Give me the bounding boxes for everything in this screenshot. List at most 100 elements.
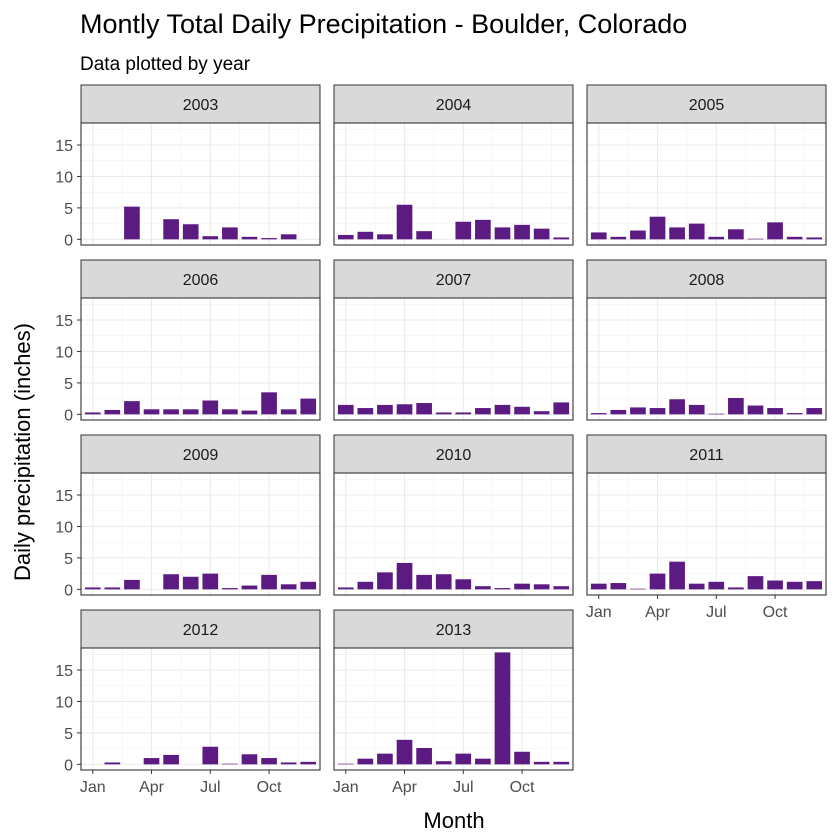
bar-2011-month-8 xyxy=(728,587,744,590)
facet-strip xyxy=(333,259,574,299)
facet-strip xyxy=(333,434,574,474)
bar-2011-month-11 xyxy=(786,581,803,590)
bar-2006-month-1 xyxy=(84,412,101,415)
x-tick-label: Jan xyxy=(333,779,359,796)
panel-2007: 2007 xyxy=(333,259,574,421)
y-tick-label: 10 xyxy=(55,519,73,536)
y-tick-label: 10 xyxy=(55,344,73,361)
bar-2013-month-1 xyxy=(337,763,354,765)
panel-background xyxy=(587,123,826,245)
bar-2006-month-2 xyxy=(104,409,121,415)
bar-2004-month-2 xyxy=(357,231,374,240)
bar-2010-month-8 xyxy=(475,586,491,590)
bar-2007-month-5 xyxy=(416,403,432,415)
bar-2003-month-6 xyxy=(182,224,199,240)
bar-2010-month-7 xyxy=(455,579,472,590)
bar-2010-month-6 xyxy=(435,574,452,590)
bar-2007-month-6 xyxy=(435,412,452,415)
bar-2005-month-7 xyxy=(708,236,725,240)
facet-strip xyxy=(80,84,321,124)
panel-2006: 2006 0 5 10 15 xyxy=(55,259,321,424)
bar-2003-month-9 xyxy=(241,236,258,240)
bar-2007-month-9 xyxy=(494,404,511,415)
x-tick-label: Jul xyxy=(706,604,726,621)
panel-background xyxy=(587,298,826,420)
bar-2013-month-12 xyxy=(553,761,570,765)
facet-strip-label: 2007 xyxy=(436,272,472,289)
facet-strip-label: 2013 xyxy=(436,622,472,639)
panel-2008: 2008 xyxy=(586,259,827,421)
bar-2013-month-7 xyxy=(455,753,472,765)
bar-2011-month-1 xyxy=(590,583,607,590)
y-tick-label: 10 xyxy=(55,694,73,711)
bar-2012-month-11 xyxy=(280,762,297,765)
bar-2009-month-3 xyxy=(124,579,140,590)
bar-2004-month-3 xyxy=(377,234,393,240)
bar-2005-month-8 xyxy=(728,229,744,240)
panel-background xyxy=(587,473,826,595)
x-tick-label: Apr xyxy=(392,779,418,796)
bar-2008-month-5 xyxy=(669,399,685,415)
bar-2007-month-4 xyxy=(396,404,413,415)
x-tick-label: Oct xyxy=(763,604,788,621)
bar-2005-month-6 xyxy=(688,223,705,240)
panel-border xyxy=(80,297,321,421)
panel-border xyxy=(80,647,321,771)
bar-2009-month-6 xyxy=(182,576,199,590)
bar-2009-month-9 xyxy=(241,585,258,590)
x-tick-label: Jul xyxy=(200,779,220,796)
bar-2012-month-8 xyxy=(222,763,238,765)
bar-2011-month-9 xyxy=(747,576,764,590)
bar-2006-month-9 xyxy=(241,410,258,415)
facet-strip xyxy=(333,84,574,124)
bar-2013-month-8 xyxy=(475,758,491,765)
bar-2009-month-7 xyxy=(202,573,219,590)
bar-2010-month-5 xyxy=(416,574,432,590)
panel-2009: 2009 0 5 10 15 xyxy=(55,434,321,599)
bar-2004-month-8 xyxy=(475,219,491,240)
facet-strip-label: 2011 xyxy=(689,447,724,464)
panel-background xyxy=(81,648,320,770)
bar-2008-month-6 xyxy=(688,404,705,415)
facet-strip xyxy=(586,84,827,124)
bar-2006-month-8 xyxy=(222,409,238,415)
bar-2004-month-12 xyxy=(553,237,570,240)
panel-background xyxy=(334,123,573,245)
bar-2008-month-9 xyxy=(747,405,764,415)
facet-strip-label: 2010 xyxy=(436,447,472,464)
panel-background xyxy=(81,473,320,595)
bar-2006-month-5 xyxy=(163,409,179,415)
bar-2012-month-7 xyxy=(202,746,219,765)
panel-border xyxy=(586,297,827,421)
bar-2010-month-1 xyxy=(337,587,354,590)
y-tick-label: 0 xyxy=(64,407,73,424)
bar-2013-month-3 xyxy=(377,753,393,765)
panel-border xyxy=(333,647,574,771)
bar-2007-month-1 xyxy=(337,404,354,415)
bar-2011-month-6 xyxy=(688,583,705,590)
bar-2011-month-10 xyxy=(767,580,783,590)
panel-background xyxy=(81,298,320,420)
panel-background xyxy=(334,298,573,420)
bar-2008-month-1 xyxy=(590,413,607,415)
y-tick-label: 0 xyxy=(64,582,73,599)
bar-2012-month-2 xyxy=(104,762,121,765)
bar-2011-month-7 xyxy=(708,581,725,590)
bar-2007-month-7 xyxy=(455,412,472,415)
chart-subtitle: Data plotted by year xyxy=(80,54,251,75)
bar-2003-month-11 xyxy=(280,234,297,240)
bar-2007-month-3 xyxy=(377,404,393,415)
bar-2006-month-7 xyxy=(202,400,219,415)
panel-2013: 2013 Jan Apr Jul Oct xyxy=(333,609,574,796)
bar-2010-month-10 xyxy=(514,583,530,590)
bar-2008-month-2 xyxy=(610,409,627,415)
facet-strip-label: 2005 xyxy=(689,97,725,114)
bar-2010-month-4 xyxy=(396,562,413,590)
facet-strip xyxy=(80,259,321,299)
bar-2005-month-2 xyxy=(610,236,627,240)
facet-strip-label: 2009 xyxy=(183,447,219,464)
panel-background xyxy=(334,648,573,770)
facet-panels: 2003 0 5 10 15 2004 2005 2006 0 5 10 15 2007 2008 2009… xyxy=(55,84,827,796)
facet-strip-label: 2004 xyxy=(436,97,472,114)
